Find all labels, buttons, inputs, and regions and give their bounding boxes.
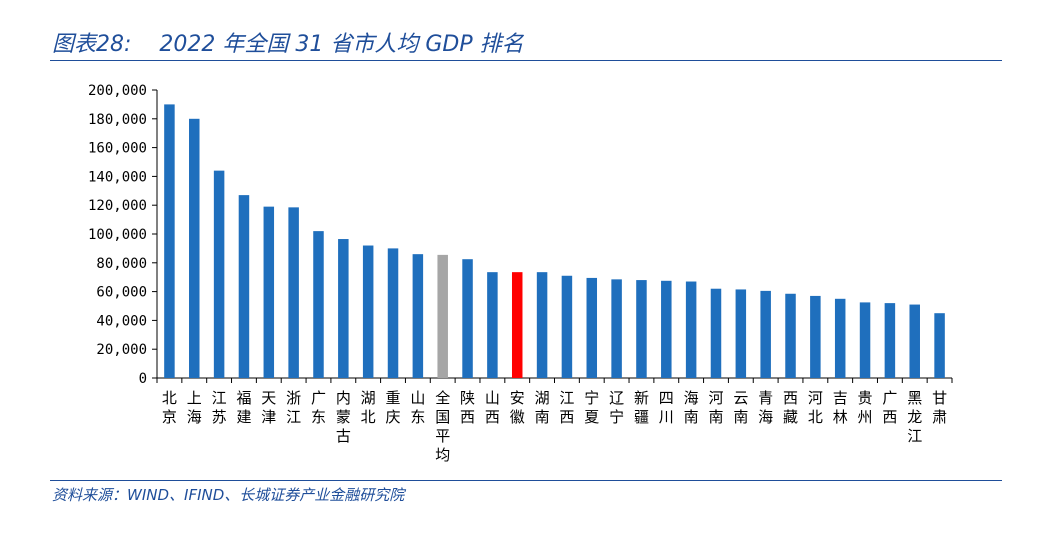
bar	[785, 293, 796, 378]
x-tick-label: 江苏	[212, 389, 227, 426]
y-tick-label: 0	[139, 371, 147, 387]
x-tick-label: 山东	[410, 389, 425, 426]
bar	[685, 281, 697, 378]
y-tick-label: 40,000	[96, 313, 147, 329]
x-tick-label: 新疆	[634, 389, 649, 426]
x-tick-label: 内蒙古	[336, 389, 351, 445]
y-tick-label: 80,000	[96, 256, 147, 272]
x-tick-label: 陕西	[460, 389, 475, 426]
x-tick-label: 云南	[733, 389, 748, 426]
bar	[884, 303, 896, 378]
bar	[760, 290, 771, 378]
bar	[164, 104, 175, 379]
x-tick-label: 吉林	[833, 389, 848, 426]
x-tick-label: 天津	[261, 389, 276, 426]
x-tick-label: 贵州	[858, 389, 873, 426]
x-tick-label: 辽宁	[609, 389, 624, 426]
x-tick-label: 四川	[659, 389, 674, 426]
y-tick-label: 200,000	[88, 83, 147, 99]
top-divider	[50, 60, 1002, 61]
x-tick-label: 湖北	[361, 389, 376, 426]
x-tick-label: 安徽	[510, 389, 525, 426]
y-tick-label: 100,000	[88, 227, 147, 243]
x-tick-label: 甘肃	[932, 389, 947, 426]
bar	[511, 272, 523, 378]
bar	[934, 313, 945, 378]
bottom-divider	[50, 480, 1002, 481]
bar	[586, 277, 598, 378]
bar	[636, 280, 647, 378]
x-tick-label: 全国平均	[435, 389, 450, 464]
bar	[288, 207, 299, 378]
x-tick-label: 宁夏	[584, 389, 599, 426]
bar	[561, 275, 573, 378]
x-tick-label: 福建	[236, 389, 251, 426]
x-tick-label: 广东	[311, 389, 326, 426]
bar	[412, 254, 424, 378]
x-tick-label: 河南	[708, 389, 723, 426]
bar	[834, 298, 846, 378]
x-tick-label: 海南	[684, 389, 699, 426]
x-tick-label: 浙江	[286, 389, 301, 426]
bar	[909, 304, 920, 378]
y-tick-label: 60,000	[96, 285, 147, 301]
x-tick-label: 湖南	[535, 389, 550, 426]
bar	[487, 272, 498, 378]
x-tick-label: 黑龙江	[907, 389, 922, 445]
x-tick-label: 重庆	[386, 389, 401, 426]
y-tick-label: 140,000	[88, 169, 147, 185]
y-tick-label: 20,000	[96, 342, 147, 358]
figure-title: 图表28: 2022 年全国 31 省市人均 GDP 排名	[52, 26, 524, 58]
bar	[437, 254, 448, 378]
bar	[387, 248, 399, 378]
x-tick-label: 河北	[808, 389, 823, 426]
chart-title: 2022 年全国 31 省市人均 GDP 排名	[159, 32, 524, 57]
bar	[338, 239, 349, 378]
bar	[213, 170, 225, 378]
x-tick-label: 北京	[162, 389, 177, 426]
bar	[263, 206, 275, 378]
bar	[735, 289, 747, 378]
x-tick-label: 江西	[559, 389, 574, 426]
x-tick-label: 青海	[758, 389, 773, 426]
bar	[661, 280, 672, 378]
bar	[238, 195, 250, 378]
x-tick-label: 上海	[187, 389, 202, 426]
bar	[536, 272, 548, 378]
y-tick-label: 160,000	[88, 141, 147, 157]
bar	[611, 279, 622, 378]
x-tick-label: 广西	[882, 389, 897, 426]
bar	[462, 259, 473, 378]
bar	[313, 231, 324, 378]
bar	[710, 288, 722, 378]
bar	[189, 118, 200, 379]
source-note: 资料来源：WIND、IFIND、长城证券产业金融研究院	[52, 486, 405, 504]
y-tick-label: 120,000	[88, 198, 147, 214]
bar	[859, 302, 871, 378]
bar	[362, 245, 374, 378]
bar	[810, 295, 821, 378]
x-tick-label: 山西	[485, 389, 500, 426]
x-tick-label: 西藏	[783, 389, 798, 426]
y-tick-label: 180,000	[88, 112, 147, 128]
figure-label: 图表28:	[52, 32, 132, 57]
